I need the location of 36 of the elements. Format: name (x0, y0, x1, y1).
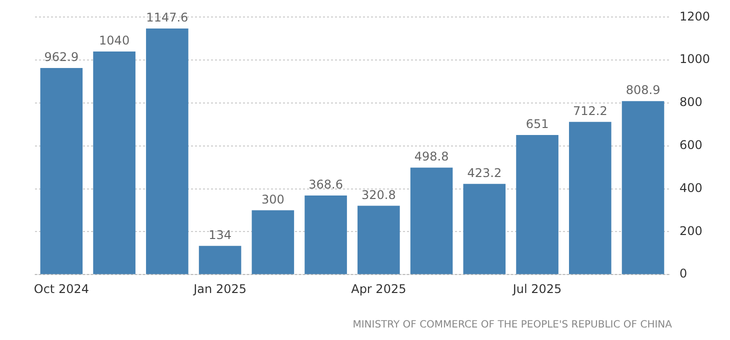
y-tick-label: 400 (679, 180, 702, 195)
x-tick-label: Oct 2024 (34, 282, 89, 296)
x-tick-label: Jul 2025 (512, 282, 562, 296)
bar (569, 122, 612, 274)
bar (516, 134, 558, 274)
data-label: 1040 (99, 34, 130, 48)
bar (463, 184, 506, 274)
data-label: 320.8 (361, 188, 396, 202)
x-tick-label: Apr 2025 (351, 282, 406, 296)
data-label: 498.8 (414, 150, 449, 164)
bar (410, 168, 453, 274)
bar (304, 196, 347, 274)
x-tick-label: Jan 2025 (192, 282, 246, 296)
data-label: 808.9 (626, 83, 660, 98)
bar (146, 28, 188, 274)
data-label: 134 (208, 228, 232, 242)
y-tick-label: 800 (679, 95, 702, 110)
y-tick-label: 200 (679, 224, 702, 238)
data-label: 368.6 (308, 178, 343, 192)
data-label: 651 (526, 117, 549, 132)
bar (40, 68, 83, 274)
bar (198, 246, 242, 274)
data-label: 712.2 (572, 104, 608, 118)
y-tick-label: 0 (679, 266, 688, 281)
bar (622, 101, 664, 274)
bar (93, 52, 136, 274)
data-label: 300 (261, 192, 284, 206)
data-label: 423.2 (467, 166, 502, 180)
text: MINISTRY OF COMMERCE OF THE PEOPLE'S REPUBLIC OF CHINA (352, 320, 672, 331)
bar (252, 210, 294, 274)
data-label: 962.9 (44, 50, 79, 64)
y-tick-label: 1000 (679, 52, 710, 66)
data-label: 1147.6 (146, 10, 188, 25)
y-tick-label: 600 (679, 138, 702, 152)
bar (358, 206, 400, 274)
y-tick-label: 1200 (679, 9, 710, 24)
